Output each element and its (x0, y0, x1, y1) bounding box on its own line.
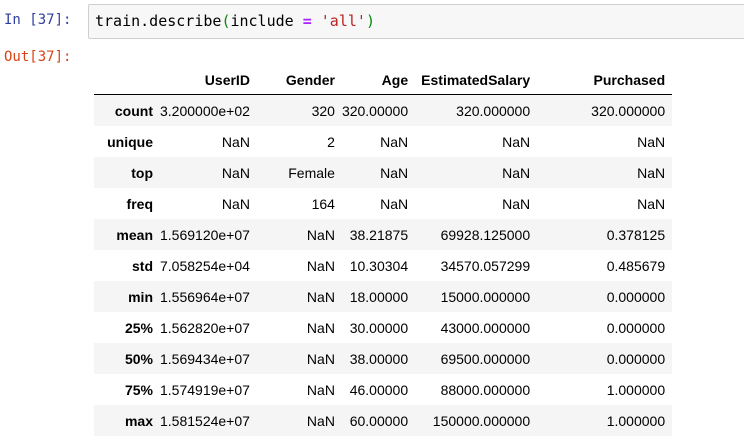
table-cell: NaN (306, 319, 335, 336)
table-cell: NaN (637, 164, 666, 181)
code-input-cell[interactable]: train.describe(include = 'all') (88, 4, 744, 39)
column-header: UserID (160, 66, 257, 95)
table-cell: 1.562820e+07 (160, 319, 250, 336)
code-string: 'all' (320, 12, 366, 30)
column-header: Gender (256, 66, 342, 95)
table-cell: Female (288, 164, 335, 181)
table-cell: 1.569120e+07 (160, 226, 250, 243)
table-cell: NaN (221, 133, 250, 150)
row-label: 25% (124, 319, 153, 336)
column-header: Purchased (537, 66, 673, 95)
table-cell: 320 (311, 102, 335, 119)
table-cell: 46.00000 (349, 381, 409, 398)
row-label: top (131, 164, 153, 181)
table-row: freq NaN 164 NaN NaN NaN (94, 188, 672, 219)
table-cell: 10.30304 (349, 257, 409, 274)
column-header: EstimatedSalary (415, 66, 538, 95)
table-cell: 34570.057299 (440, 257, 531, 274)
table-cell: 60.00000 (349, 412, 409, 429)
table-row: 25% 1.562820e+07 NaN 30.00000 43000.000000 0.… (94, 312, 672, 343)
table-cell: 320.00000 (341, 102, 409, 119)
table-row: min 1.556964e+07 NaN 18.00000 15000.000000 0.… (94, 281, 673, 312)
row-label: freq (126, 195, 153, 212)
table-cell: 150000.000000 (432, 412, 531, 429)
table-cell: NaN (637, 133, 666, 150)
row-label: min (128, 288, 153, 305)
table-cell: 1.556964e+07 (160, 288, 250, 305)
table-row: mean 1.569120e+07 NaN 38.21875 69928.125000 0… (94, 219, 673, 250)
table-cell: 69500.000000 (440, 350, 531, 367)
table-cell: 0.378125 (606, 226, 666, 243)
table-cell: NaN (380, 164, 409, 181)
table-row: max 1.581524e+07 NaN 60.00000 150000.000000 1… (94, 405, 673, 436)
table-cell: NaN (221, 164, 250, 181)
code-operator: = (302, 12, 312, 30)
table-cell: 38.00000 (349, 350, 409, 367)
table-cell: 1.000000 (606, 381, 666, 398)
header-row: UserID Gender Age EstimatedSalary Purchased (94, 66, 673, 95)
row-label: mean (116, 226, 153, 243)
table-cell: NaN (306, 350, 335, 367)
table-cell: 69928.125000 (440, 226, 531, 243)
code-call: train.describe (95, 12, 222, 30)
table-cell: 0.485679 (606, 257, 666, 274)
column-header: Age (341, 66, 416, 95)
table-cell: 18.00000 (349, 288, 409, 305)
table-cell: NaN (380, 133, 409, 150)
table-cell: 3.200000e+02 (160, 102, 250, 119)
table-cell: NaN (502, 195, 531, 212)
table-cell: 320.000000 (456, 102, 531, 119)
table-cell: 1.569434e+07 (160, 350, 250, 367)
table-cell: 2 (327, 133, 335, 150)
table-row: top NaN Female NaN NaN NaN (94, 157, 673, 188)
table-row: unique NaN 2 NaN NaN NaN (94, 126, 672, 157)
code-paren-open: ( (221, 12, 231, 30)
table-cell: NaN (306, 226, 335, 243)
code-arg: include (230, 12, 303, 30)
table-cell: 0.000000 (606, 288, 666, 305)
table-cell: 0.000000 (606, 350, 666, 367)
table-row: count 3.200000e+02 320 320.00000 320.000000 3… (94, 94, 673, 126)
column-header (94, 66, 160, 95)
row-label: 50% (124, 350, 153, 367)
table-cell: 7.058254e+04 (160, 257, 250, 274)
table-cell: 43000.000000 (440, 319, 531, 336)
table-cell: NaN (306, 288, 335, 305)
table-cell: 1.000000 (606, 412, 666, 429)
table-row: std 7.058254e+04 NaN 10.30304 34570.057299 0.… (94, 250, 672, 281)
output-prompt: Out[37]: (4, 49, 72, 65)
table-cell: NaN (502, 164, 531, 181)
table-cell: 1.581524e+07 (160, 412, 250, 429)
table-cell: 0.000000 (606, 319, 666, 336)
table-cell: NaN (306, 412, 335, 429)
table-row: 75% 1.574919e+07 NaN 46.00000 88000.000000 1.… (94, 374, 672, 405)
table-cell: 88000.000000 (440, 381, 531, 398)
table-cell: NaN (637, 195, 666, 212)
row-label: unique (107, 133, 153, 150)
code-space (312, 12, 321, 30)
describe-table: UserID Gender Age EstimatedSalary Purchased … (94, 66, 673, 436)
table-row: 50% 1.569434e+07 NaN 38.00000 69500.000000 0.… (94, 343, 673, 374)
row-label: 75% (124, 381, 153, 398)
row-label: count (114, 102, 153, 119)
table-cell: NaN (221, 195, 250, 212)
table-cell: NaN (380, 195, 409, 212)
table-cell: NaN (306, 257, 335, 274)
code-text: train.describe(include = 'all') (95, 12, 375, 30)
table-cell: 30.00000 (349, 319, 409, 336)
table-cell: 15000.000000 (440, 288, 531, 305)
table-cell: 38.21875 (349, 226, 409, 243)
table-cell: NaN (306, 381, 335, 398)
table-cell: 164 (311, 195, 335, 212)
table-cell: 320.000000 (591, 102, 666, 119)
input-prompt: In [37]: (4, 12, 72, 28)
row-label: std (132, 257, 153, 274)
table-cell: 1.574919e+07 (160, 381, 250, 398)
table-cell: NaN (502, 133, 531, 150)
row-label: max (124, 412, 153, 429)
code-paren-close: ) (365, 12, 375, 30)
